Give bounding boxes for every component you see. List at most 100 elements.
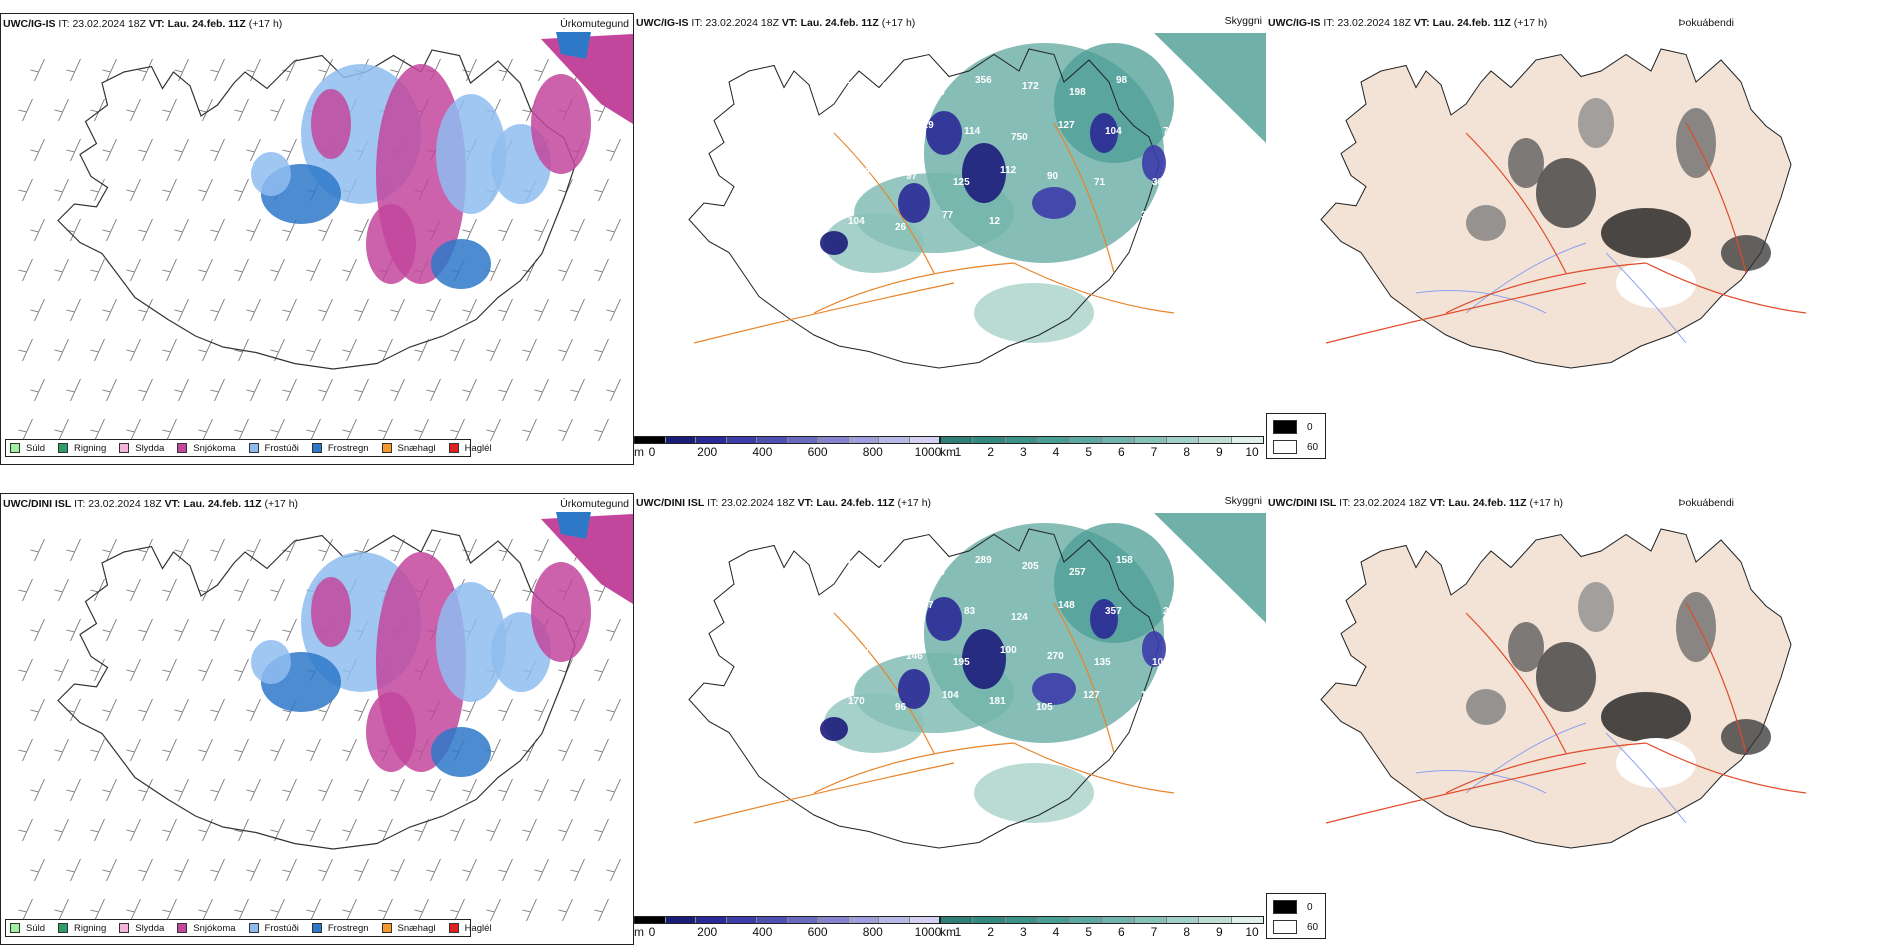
cloud-base-label: 148 [1058, 600, 1075, 611]
wind-barb [534, 378, 549, 402]
wind-barb [570, 378, 585, 402]
wind-barb [498, 58, 513, 82]
colorbar-tick: 2 [987, 925, 994, 939]
river [1465, 722, 1587, 794]
colorbar-cell [665, 437, 696, 443]
legend-label: Frostúði [264, 922, 299, 934]
wind-barb [18, 898, 33, 922]
road [1685, 122, 1747, 274]
wind-barb [210, 218, 225, 242]
colorbar-cell [973, 437, 1006, 443]
road [693, 282, 955, 344]
wind-barb [462, 378, 477, 402]
fog-panel-bottom: UWC/DINI ISL IT: 23.02.2024 18Z VT: Lau.… [1266, 493, 1900, 945]
road [813, 742, 1015, 794]
fog-area [1578, 98, 1614, 148]
wind-barb [462, 858, 477, 882]
precip-area [541, 514, 633, 604]
fog-area [1536, 642, 1596, 712]
wind-barb [342, 258, 357, 282]
wind-barb [450, 418, 465, 442]
wind-barb [210, 378, 225, 402]
wind-barb [306, 818, 321, 842]
road [1053, 122, 1115, 274]
wind-barb [18, 418, 33, 442]
colorbar-tick: 800 [862, 445, 883, 459]
wind-barb [66, 858, 81, 882]
cloud-base-label: 149 [859, 165, 876, 176]
wind-barb [354, 298, 369, 322]
wind-barb [594, 658, 609, 682]
river [1605, 252, 1687, 344]
precip-legend-item: Haglél [448, 443, 492, 454]
colorbar-cell [635, 917, 666, 923]
cloud-base-area [962, 629, 1006, 689]
wind-barb [534, 218, 549, 242]
cloud-base-label: 372 [859, 645, 876, 656]
fog-legend-item: 0 [1273, 900, 1313, 914]
wind-barb [306, 258, 321, 282]
iceland-outline [57, 529, 576, 850]
wind-barb [498, 778, 513, 802]
precip-legend-item: Súld [10, 443, 45, 454]
fog-map-top [1320, 48, 1807, 369]
colorbar-swatches [940, 436, 1264, 444]
wind-barb [246, 138, 261, 162]
wind-barb [18, 98, 33, 122]
legend-label: Frostregn [327, 922, 369, 934]
wind-barb [606, 138, 621, 162]
wind-barb [498, 298, 513, 322]
wind-barb [558, 418, 573, 442]
precip-area [366, 204, 416, 284]
iceland-outline [57, 49, 576, 370]
wind-barb [486, 818, 501, 842]
wind-barb [210, 298, 225, 322]
colorbar-cell [635, 437, 666, 443]
wind-barb [246, 218, 261, 242]
wind-barb [174, 138, 189, 162]
legend-label: Snæhagl [397, 922, 436, 934]
fog-area [1601, 208, 1691, 258]
cloud-base-label: 129 [1141, 690, 1158, 701]
cloud-base-area [926, 597, 962, 641]
wind-barb [318, 218, 333, 242]
colorbar-cell [1037, 437, 1071, 443]
visibility-colorbar: km 1 2 3 4 5 6 7 8 9 10 [940, 916, 1264, 944]
cloud-base-label: 90 [1047, 171, 1059, 182]
cloud-base-label: 129 [917, 120, 934, 131]
colorbar-ticks: km 1 2 3 4 5 6 7 8 9 10 [940, 924, 1264, 940]
road [1325, 282, 1587, 344]
precip-area [556, 512, 591, 539]
wind-barb [390, 858, 405, 882]
wind-barb [498, 698, 513, 722]
road [1325, 762, 1587, 824]
wind-barb [102, 698, 117, 722]
fog-area [1601, 692, 1691, 742]
colorbar-cell [696, 917, 727, 923]
legend-swatch [448, 443, 459, 453]
wind-barb [462, 58, 477, 82]
precip-legend-item: Snæhagl [381, 922, 436, 934]
legend-label: Slydda [135, 442, 165, 454]
cloud-base-area [820, 717, 848, 741]
cloud-base-label: 475 [881, 81, 898, 92]
wind-barb [414, 898, 429, 922]
wind-barb [102, 58, 117, 82]
colorbar-tick: 9 [1215, 925, 1223, 939]
wind-barb [162, 178, 177, 202]
colorbar-tick: 0 [648, 445, 656, 459]
wind-barb [18, 338, 33, 362]
wind-barb [270, 738, 285, 762]
colorbar-swatches [634, 436, 940, 444]
wind-barb [306, 418, 321, 442]
wind-barb [198, 178, 213, 202]
precip-area [251, 152, 291, 196]
rivers [1415, 722, 1687, 824]
wind-barb [378, 338, 393, 362]
colorbar-cell [941, 437, 974, 443]
wind-barb [426, 378, 441, 402]
wind-barb [450, 818, 465, 842]
colorbar-cell [757, 437, 788, 443]
field-name: Skyggni [1224, 495, 1262, 507]
colorbar-ticks: m 0 200 400 600 800 1000 [634, 444, 941, 460]
